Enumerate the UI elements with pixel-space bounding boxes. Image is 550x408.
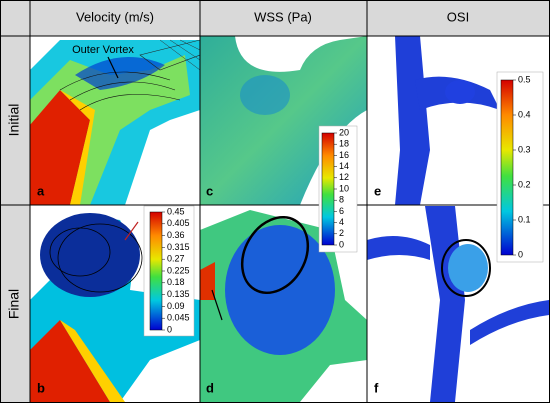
colorbar-tick-label: 0.36 [167,230,185,240]
colorbar-tick-label: 10 [339,183,349,193]
colorbar-tick-label: 14 [339,161,349,171]
colorbar-tick-label: 0.1 [518,214,531,224]
colorbar-tick-label: 0.5 [518,74,531,84]
row-bar [0,36,30,403]
header-bar [0,0,550,36]
colorbar-tick-label: 0.09 [167,301,185,311]
colorbar-tick-label: 20 [339,127,349,137]
column-header: WSS (Pa) [254,9,312,24]
panel-letter: d [206,380,214,395]
wss-final [200,206,367,402]
colorbar-tick-label: 0.225 [167,265,190,275]
panel-letter: a [37,183,45,198]
colorbar-tick-label: 2 [339,228,344,238]
colorbar-tick-label: 0 [339,239,344,249]
colorbar-tick-label: 8 [339,195,344,205]
colorbar-tick-label: 0 [167,324,172,334]
colorbar-tick-label: 0.2 [518,179,531,189]
colorbar-tick-label: 18 [339,139,349,149]
colorbar-tick-label: 0.135 [167,289,190,299]
colorbar-tick-label: 12 [339,172,349,182]
velocity-final [30,206,200,402]
colorbar-tick-label: 16 [339,150,349,160]
panel-letter: e [374,183,381,198]
row-label: Final [6,289,22,319]
colorbar [321,132,335,246]
colorbar-tick-label: 0.18 [167,277,185,287]
panel-letter: f [374,380,379,395]
colorbar-tick-label: 4 [339,217,344,227]
colorbar-tick-label: 0.45 [167,206,185,216]
colorbar-tick-label: 0.27 [167,254,185,264]
column-header: Velocity (m/s) [76,9,154,24]
colorbar [149,211,163,331]
colorbar-tick-label: 6 [339,206,344,216]
colorbar-tick-label: 0.3 [518,144,531,154]
panel-letter: b [37,380,45,395]
row-label: Initial [6,104,22,137]
panel-letter: c [206,183,213,198]
annotation: Outer Vortex [72,44,134,56]
colorbar-tick-label: 0 [518,249,523,259]
colorbar [500,79,514,256]
colorbar-tick-label: 0.045 [167,313,190,323]
velocity-initial [30,36,200,205]
column-header: OSI [447,9,469,24]
colorbar-tick-label: 0.4 [518,109,531,119]
colorbar-tick-label: 0.315 [167,242,190,252]
colorbar-tick-label: 0.405 [167,218,190,228]
